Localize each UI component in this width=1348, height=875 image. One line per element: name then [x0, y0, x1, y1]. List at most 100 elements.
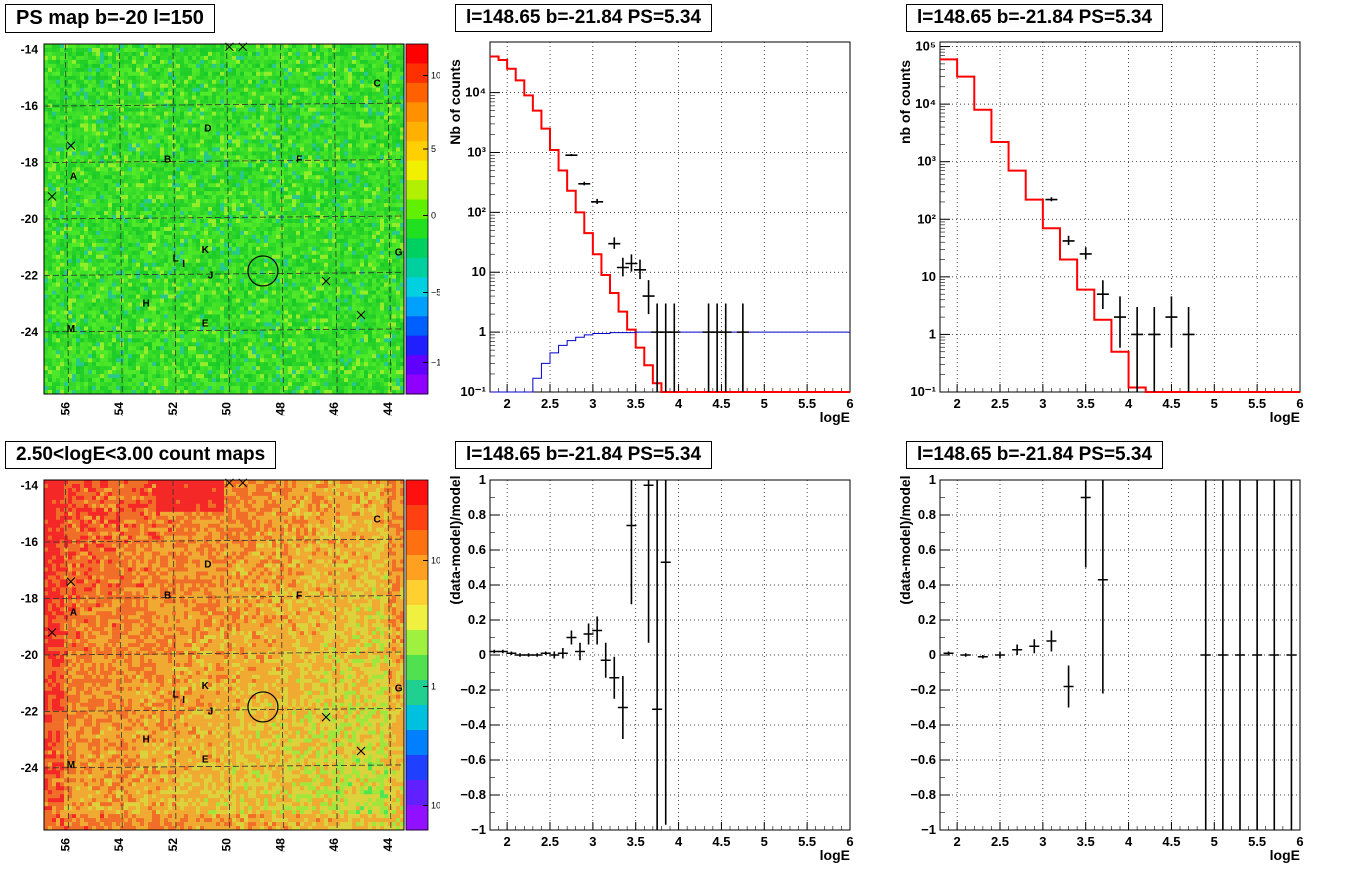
residual-point	[977, 655, 988, 659]
source-label: J	[208, 270, 214, 281]
source-label: K	[202, 681, 210, 692]
y-tick: 10²	[917, 211, 936, 226]
y-tick: 10⁴	[465, 85, 486, 100]
x-tick: 4	[675, 396, 683, 411]
colorbar-segment	[406, 605, 428, 631]
colorbar-segment	[406, 630, 428, 656]
y-tick: −0.8	[910, 787, 936, 802]
data-point	[1165, 296, 1178, 348]
y-tick: −0.4	[460, 717, 486, 732]
y-axis-label: Nb of counts	[450, 59, 463, 145]
y-tick: 1	[479, 472, 486, 487]
source-label: E	[202, 754, 209, 765]
residual-point	[652, 480, 663, 830]
data-point	[719, 303, 732, 392]
colorbar-segment	[406, 160, 428, 181]
x-tick: 4.5	[1162, 396, 1180, 411]
map1-title: PS map b=-20 l=150	[5, 4, 215, 33]
y-tick: 0.8	[918, 507, 936, 522]
x-tick: 3.5	[627, 834, 645, 849]
residual-point	[566, 630, 577, 645]
x-tick: 5.5	[1248, 396, 1266, 411]
residual-point	[583, 623, 594, 645]
colorbar-frame	[405, 479, 429, 831]
source-label: B	[164, 155, 171, 166]
source-label: M	[67, 324, 75, 335]
data-point	[565, 154, 578, 157]
data-point	[668, 303, 681, 392]
map-x-tick: 152	[166, 838, 180, 852]
map-x-tick: 156	[58, 402, 72, 416]
source-label: K	[202, 245, 210, 256]
y-tick: 10⁻¹	[910, 384, 936, 399]
map-cells	[44, 480, 405, 831]
map-cells	[44, 44, 405, 395]
map-x-tick: 148	[273, 402, 287, 416]
source-label: F	[296, 155, 302, 166]
map-y-tick: -16	[21, 99, 39, 113]
source-label: L	[173, 253, 179, 264]
source-cross	[47, 192, 57, 201]
count-map[interactable]: -14 -16 -18 -20 -22 -24 156 154 152 150 148 146 144 A…	[0, 472, 440, 852]
y-tick: 0.6	[918, 542, 936, 557]
map-x-tick: 150	[220, 402, 234, 416]
colorbar-segment	[406, 755, 428, 781]
residual-point	[592, 616, 603, 645]
ps-map[interactable]: -14 -16 -18 -20 -22 -24 156 154 152 150 148 146 144 A…	[0, 36, 440, 416]
colorbar-segment	[406, 277, 428, 298]
plot-frame	[489, 41, 851, 393]
data-point	[642, 280, 655, 315]
colorbar-segment	[406, 141, 428, 162]
residual-point	[1063, 665, 1074, 708]
colorbar-segment	[406, 180, 428, 201]
colorbar-segment	[406, 219, 428, 239]
roi-circle	[247, 691, 279, 723]
source-label: L	[173, 689, 179, 700]
residual-point	[515, 653, 525, 657]
x-tick: 5	[761, 834, 768, 849]
colorbar-segment	[406, 257, 428, 278]
x-tick: 3	[1039, 396, 1046, 411]
y-tick: −1	[921, 822, 936, 837]
map-x-tick: 148	[273, 838, 287, 852]
map-y-tick: -24	[21, 325, 39, 339]
data-point	[625, 254, 638, 272]
x-tick: 4	[1125, 834, 1133, 849]
residual-point	[1046, 630, 1057, 652]
residual2-title: l=148.65 b=-21.84 PS=5.34	[906, 441, 1164, 469]
y-tick: 0	[929, 647, 936, 662]
x-tick: 3	[589, 396, 596, 411]
map-y-tick: -20	[21, 648, 39, 662]
residual-point	[549, 651, 560, 659]
residual-point	[497, 649, 508, 654]
residual-point	[1286, 480, 1297, 830]
map-y-tick: -24	[21, 761, 39, 775]
data-point	[659, 303, 672, 392]
residual-point	[660, 480, 671, 825]
map-grid	[43, 479, 405, 831]
colorbar-segment	[406, 199, 428, 220]
x-tick: 5	[761, 396, 768, 411]
map-x-tick: 152	[166, 402, 180, 416]
colorbar-segment	[406, 555, 428, 581]
y-tick: 1	[929, 326, 936, 341]
x-axis-label: logE	[1270, 847, 1300, 863]
colorbar-tick: −10	[431, 358, 440, 368]
data-point	[608, 237, 621, 249]
y-tick: −0.2	[460, 682, 486, 697]
colorbar-segment	[406, 63, 428, 84]
y-axis-label: (data-model)/model	[900, 475, 913, 604]
source-label: D	[204, 124, 211, 135]
map-x-tick: 156	[58, 838, 72, 852]
y-tick: 0.6	[468, 542, 486, 557]
colorbar-segment	[406, 296, 428, 317]
x-axis-label: logE	[1270, 409, 1300, 425]
x-tick: 3.5	[1077, 834, 1095, 849]
colorbar-tick: −5	[431, 288, 440, 298]
x-tick: 5	[1211, 834, 1218, 849]
y-tick: 10	[472, 264, 486, 279]
